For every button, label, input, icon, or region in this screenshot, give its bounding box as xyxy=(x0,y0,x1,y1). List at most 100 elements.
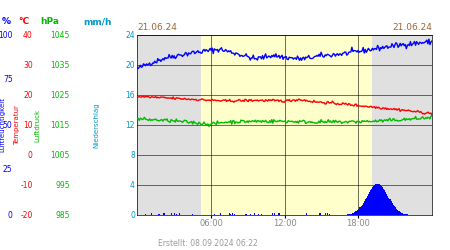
Bar xyxy=(174,214,175,215)
Text: 8: 8 xyxy=(130,150,135,160)
Bar xyxy=(371,188,372,215)
Bar xyxy=(399,212,400,215)
Bar xyxy=(386,194,387,215)
Bar xyxy=(407,214,408,215)
Bar xyxy=(400,213,402,215)
Text: 12: 12 xyxy=(126,120,135,130)
Text: 21.06.24: 21.06.24 xyxy=(137,23,177,32)
Text: 1025: 1025 xyxy=(50,90,70,100)
Bar xyxy=(192,214,194,215)
Bar xyxy=(376,184,377,215)
Bar xyxy=(359,208,360,215)
Bar xyxy=(361,204,363,215)
Text: 0: 0 xyxy=(28,150,33,160)
Bar xyxy=(350,214,351,215)
Bar xyxy=(356,210,358,215)
Text: 20: 20 xyxy=(126,60,135,70)
Bar xyxy=(232,213,234,215)
Text: mm/h: mm/h xyxy=(83,17,112,26)
Text: 40: 40 xyxy=(23,30,33,40)
Bar xyxy=(366,198,367,215)
Bar xyxy=(327,213,328,215)
Bar xyxy=(370,190,371,215)
Bar xyxy=(403,214,404,215)
Bar xyxy=(363,203,364,215)
Bar xyxy=(258,214,259,215)
Bar xyxy=(374,185,375,215)
Text: -20: -20 xyxy=(21,210,33,220)
Bar xyxy=(354,212,356,215)
Bar xyxy=(351,214,352,215)
Bar xyxy=(381,186,382,215)
Bar xyxy=(375,184,376,215)
Text: Erstellt: 08.09.2024 06:22: Erstellt: 08.09.2024 06:22 xyxy=(158,238,257,248)
Bar xyxy=(364,201,365,215)
Bar xyxy=(387,196,388,215)
Bar xyxy=(357,210,359,215)
Bar xyxy=(383,188,384,215)
Bar xyxy=(380,185,381,215)
Text: 100: 100 xyxy=(0,30,13,40)
Bar xyxy=(320,213,321,215)
Text: 985: 985 xyxy=(55,210,70,220)
Bar xyxy=(385,192,387,215)
Text: 995: 995 xyxy=(55,180,70,190)
Bar xyxy=(384,190,385,215)
Bar xyxy=(352,213,354,215)
Text: 30: 30 xyxy=(23,60,33,70)
Text: 21.06.24: 21.06.24 xyxy=(392,23,432,32)
Bar xyxy=(250,214,251,215)
Bar xyxy=(230,214,231,215)
Text: 20: 20 xyxy=(23,90,33,100)
Bar xyxy=(220,213,221,215)
Text: 10: 10 xyxy=(23,120,33,130)
Text: 1045: 1045 xyxy=(50,30,70,40)
Bar xyxy=(159,214,161,215)
Text: 0: 0 xyxy=(130,210,135,220)
Text: Luftfeuchtigkeit: Luftfeuchtigkeit xyxy=(0,98,6,152)
Bar xyxy=(306,214,307,215)
Bar xyxy=(404,214,405,215)
Bar xyxy=(246,214,247,215)
Bar xyxy=(372,187,373,215)
Text: 0: 0 xyxy=(8,210,13,220)
Bar xyxy=(272,213,274,215)
Bar xyxy=(151,213,152,215)
Bar xyxy=(179,213,180,215)
Bar xyxy=(408,214,409,215)
Text: 1015: 1015 xyxy=(50,120,70,130)
Bar xyxy=(229,214,230,215)
Bar xyxy=(137,35,201,215)
Bar xyxy=(373,186,374,215)
Bar xyxy=(367,196,368,215)
Bar xyxy=(388,198,390,215)
Text: 1035: 1035 xyxy=(50,60,70,70)
Bar xyxy=(348,214,350,215)
Bar xyxy=(372,35,432,215)
Bar xyxy=(364,200,366,215)
Text: 1005: 1005 xyxy=(50,150,70,160)
Bar xyxy=(390,201,392,215)
Bar xyxy=(360,206,362,215)
Bar xyxy=(171,213,172,215)
Bar xyxy=(378,184,379,215)
Bar xyxy=(396,210,398,215)
Text: 50: 50 xyxy=(3,120,13,130)
Bar xyxy=(254,213,255,215)
Text: °C: °C xyxy=(18,17,29,26)
Text: -10: -10 xyxy=(21,180,33,190)
Bar xyxy=(405,214,406,215)
Bar xyxy=(389,200,391,215)
Bar xyxy=(400,212,401,215)
Text: Luftdruck: Luftdruck xyxy=(34,108,40,142)
Bar xyxy=(328,214,330,215)
Bar xyxy=(261,214,262,215)
Bar xyxy=(158,214,159,215)
Bar xyxy=(163,214,165,215)
Bar xyxy=(382,187,383,215)
Bar xyxy=(145,214,146,215)
Bar xyxy=(369,192,370,215)
Bar xyxy=(379,184,380,215)
Bar xyxy=(406,214,407,215)
Bar xyxy=(393,206,395,215)
